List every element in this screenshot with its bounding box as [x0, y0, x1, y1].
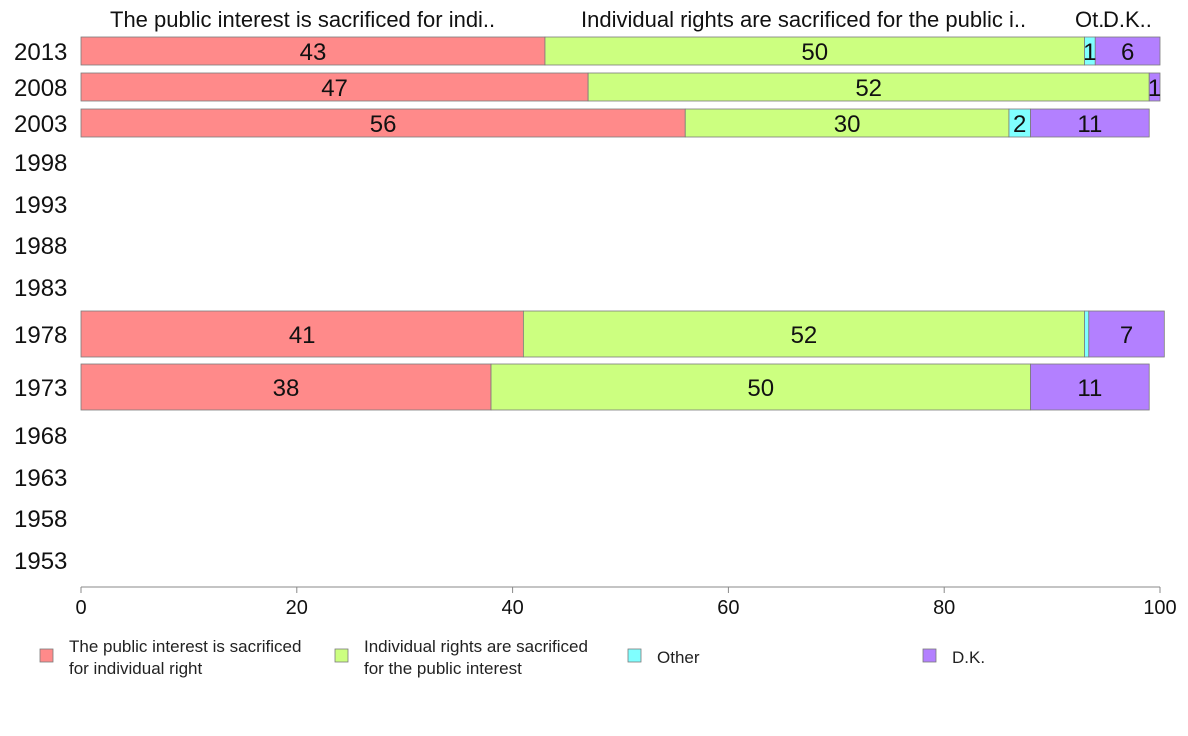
data-label: 56 [370, 111, 397, 138]
column-headers: The public interest is sacrificed for in… [110, 7, 1152, 32]
data-label: 41 [289, 322, 316, 349]
x-tick-label: 40 [501, 597, 523, 619]
year-label: 2008 [14, 75, 67, 102]
bar-segment [1030, 108, 1150, 138]
year-label: 2003 [14, 111, 67, 138]
bar-segment [80, 310, 524, 358]
year-label: 2013 [14, 39, 67, 66]
data-label: 50 [801, 39, 828, 66]
legend-swatch [39, 648, 54, 663]
bar-segment [1030, 363, 1150, 411]
year-label: 1993 [14, 192, 67, 219]
bar-segment [80, 108, 686, 138]
data-label: 52 [791, 322, 818, 349]
data-labels: 43 50 1 6 47 52 1 56 30 2 11 41 52 7 38 50 11 [273, 39, 1162, 402]
bar-segment [80, 36, 546, 66]
year-label: 1988 [14, 233, 67, 260]
data-label: 11 [1077, 375, 1102, 402]
data-label: 11 [1077, 111, 1102, 138]
data-label: 6 [1121, 39, 1134, 66]
bar-segment [80, 363, 492, 411]
data-label: 43 [300, 39, 327, 66]
legend-swatch [334, 648, 349, 663]
x-tick-label: 0 [75, 597, 86, 619]
legend-swatch [922, 648, 937, 663]
x-tick-label: 60 [717, 597, 739, 619]
column-header: Individual rights are sacrificed for the… [581, 7, 1026, 32]
bars [80, 36, 1165, 411]
year-label: 1968 [14, 423, 67, 450]
bar-segment [684, 108, 1010, 138]
bar-segment [1088, 310, 1165, 358]
year-label: 1963 [14, 465, 67, 492]
column-header: D.K.. [1103, 7, 1152, 32]
legend-swatch [627, 648, 642, 663]
data-label: 30 [834, 111, 861, 138]
data-label: 47 [321, 75, 348, 102]
year-label: 1983 [14, 275, 67, 302]
data-label: 52 [855, 75, 882, 102]
data-label: 50 [747, 375, 774, 402]
legend-label: Individual rights are sacrificed [364, 637, 588, 656]
data-label: 1 [1148, 75, 1161, 102]
legend-label: for individual right [69, 659, 203, 678]
legend-label: D.K. [952, 648, 985, 667]
x-tick-label: 80 [933, 597, 955, 619]
data-label: 2 [1013, 111, 1026, 138]
bar-segment [544, 36, 1085, 66]
legend: The public interest is sacrificed for ind… [39, 637, 985, 678]
bar-segment [522, 310, 1085, 358]
data-label: 38 [273, 375, 300, 402]
x-axis: 0 20 40 60 80 100 [75, 586, 1177, 619]
data-label: 1 [1083, 39, 1096, 66]
legend-label: The public interest is sacrificed [69, 637, 301, 656]
bar-segment [1094, 36, 1161, 66]
year-label: 1998 [14, 150, 67, 177]
year-label: 1953 [14, 548, 67, 575]
bar-segment [1148, 72, 1161, 102]
legend-label: for the public interest [364, 659, 522, 678]
bar-segment [1084, 310, 1090, 358]
year-label: 1958 [14, 506, 67, 533]
year-labels: 2013 2008 2003 1998 1993 1988 1983 1978 1973 1968… [14, 39, 67, 575]
column-header: The public interest is sacrificed for in… [110, 7, 495, 32]
x-tick-label: 20 [286, 597, 308, 619]
legend-label: Other [657, 648, 700, 667]
year-label: 1973 [14, 375, 67, 402]
data-label: 7 [1120, 322, 1133, 349]
year-label: 1978 [14, 322, 67, 349]
bar-segment [80, 72, 589, 102]
column-header: Ot.. [1075, 7, 1110, 32]
bar-segment [490, 363, 1031, 411]
x-tick-label: 100 [1143, 597, 1176, 619]
bar-segment [587, 72, 1150, 102]
